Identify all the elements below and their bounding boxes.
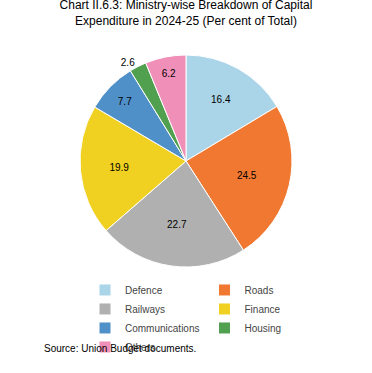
svg-text:19.9: 19.9 bbox=[109, 162, 129, 173]
svg-text:2.6: 2.6 bbox=[121, 57, 135, 68]
svg-text:24.5: 24.5 bbox=[237, 170, 257, 181]
svg-text:Others: Others bbox=[125, 342, 155, 353]
svg-text:Railways: Railways bbox=[125, 304, 165, 315]
svg-text:Defence: Defence bbox=[125, 285, 163, 296]
svg-text:22.7: 22.7 bbox=[167, 219, 187, 230]
svg-text:Finance: Finance bbox=[244, 304, 280, 315]
svg-text:6.2: 6.2 bbox=[162, 68, 176, 79]
svg-text:Chart II.6.3: Ministry-wise Br: Chart II.6.3: Ministry-wise Breakdown of… bbox=[60, 0, 313, 28]
svg-text:Communications: Communications bbox=[125, 323, 199, 334]
svg-text:Roads: Roads bbox=[244, 285, 273, 296]
svg-text:7.7: 7.7 bbox=[118, 96, 132, 107]
svg-text:Housing: Housing bbox=[244, 323, 281, 334]
svg-text:Source: Union Budget documents: Source: Union Budget documents. bbox=[44, 343, 196, 354]
svg-text:16.4: 16.4 bbox=[211, 94, 231, 105]
